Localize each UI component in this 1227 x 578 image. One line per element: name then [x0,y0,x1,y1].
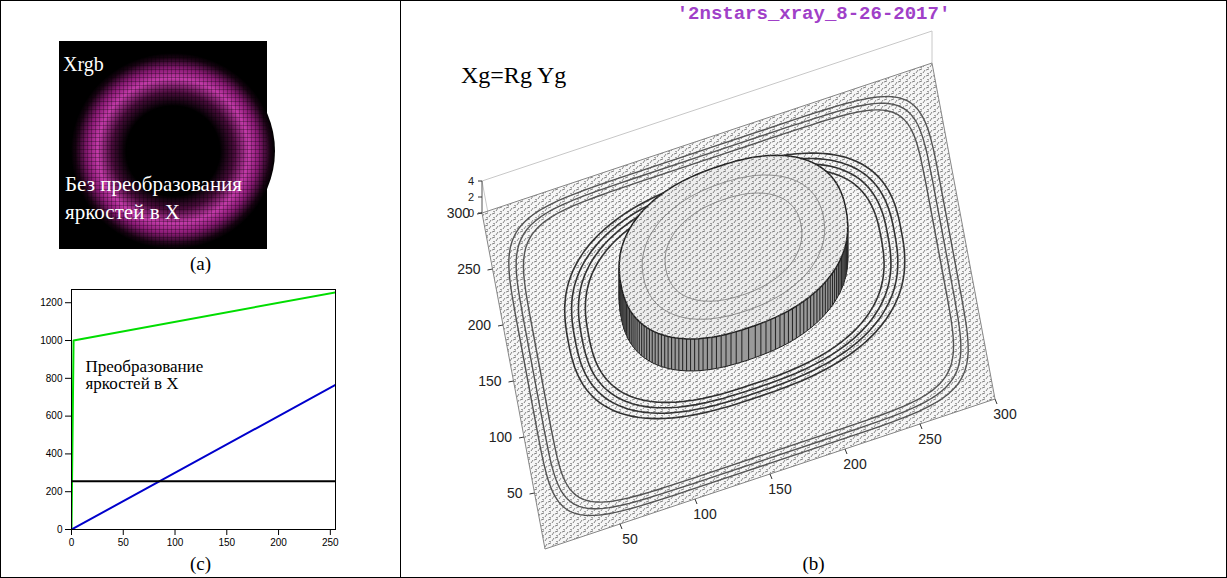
svg-text:200: 200 [46,486,63,497]
svg-text:250: 250 [322,537,339,548]
svg-text:300: 300 [447,205,471,221]
svg-text:Xg=Rg Yg: Xg=Rg Yg [461,62,566,88]
svg-text:Преобразованиеяркостей в X: Преобразованиеяркостей в X [86,357,204,393]
svg-text:Xrgb: Xrgb [63,53,104,76]
svg-text:150: 150 [478,373,502,389]
svg-text:150: 150 [768,481,792,497]
svg-text:300: 300 [993,406,1017,422]
svg-text:яркостей в X: яркостей в X [65,200,180,224]
svg-text:250: 250 [457,261,481,277]
svg-text:200: 200 [270,537,287,548]
svg-text:250: 250 [918,431,942,447]
svg-text:4: 4 [468,175,474,187]
svg-text:50: 50 [622,531,638,547]
svg-text:0: 0 [57,524,63,535]
svg-text:0: 0 [468,207,474,219]
html-text:'2nstars_xray_8-26-2017': '2nstars_xray_8-26-2017' [676,3,951,25]
svg-text:Без преобразования: Без преобразования [65,172,242,196]
svg-text:200: 200 [468,317,492,333]
svg-text:1200: 1200 [40,297,63,308]
html-text:(a): (a) [190,253,211,274]
svg-text:600: 600 [46,410,63,421]
html-text:(b): (b) [802,553,825,574]
svg-text:100: 100 [167,537,184,548]
svg-text:50: 50 [507,485,523,501]
svg-text:100: 100 [693,506,717,522]
svg-text:0: 0 [69,537,75,548]
svg-text:50: 50 [118,537,130,548]
svg-text:150: 150 [218,537,235,548]
svg-text:200: 200 [843,456,867,472]
svg-text:800: 800 [46,373,63,384]
svg-text:100: 100 [489,429,513,445]
svg-text:2: 2 [468,191,474,203]
svg-text:400: 400 [46,448,63,459]
html-text:(c): (c) [190,553,211,574]
svg-text:1000: 1000 [40,335,63,346]
